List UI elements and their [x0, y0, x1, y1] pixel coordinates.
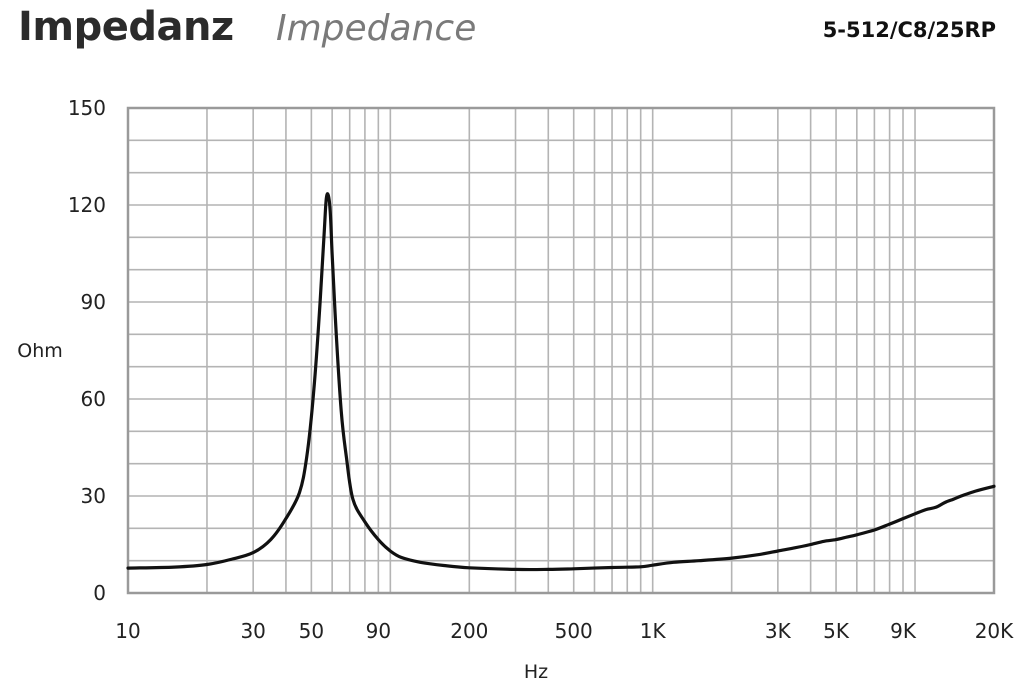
chart-subtitle: Impedance	[276, 8, 477, 49]
plot-frame	[126, 106, 996, 595]
grid-major	[128, 107, 994, 594]
x-tick-label: 3K	[765, 619, 792, 643]
x-tick-label: 30	[240, 619, 265, 643]
x-tick-label: 9K	[890, 619, 917, 643]
y-tick-label: 150	[68, 96, 106, 120]
y-tick-label: 60	[81, 387, 106, 411]
x-tick-label: 50	[299, 619, 324, 643]
model-number: 5-512/C8/25RP	[822, 18, 996, 42]
grid-minor	[127, 108, 995, 593]
y-tick-label: 90	[81, 290, 106, 314]
x-tick-label: 90	[366, 619, 391, 643]
y-tick-label: 0	[93, 581, 106, 605]
x-tick-label: 20K	[975, 619, 1014, 643]
y-axis-label: Ohm	[17, 340, 63, 362]
impedance-curve	[126, 192, 996, 572]
x-tick-label: 500	[555, 619, 593, 643]
x-tick-labels: 10 30 50 90 200 500 1K 3K 5K 9K 20K	[115, 619, 1014, 643]
chart-title: Impedanz	[18, 4, 234, 50]
x-axis-label: Hz	[524, 661, 548, 683]
y-tick-label: 30	[81, 484, 106, 508]
y-tick-label: 120	[68, 193, 106, 217]
y-tick-labels: 0 30 60 90 120 150	[68, 96, 106, 605]
x-tick-label: 5K	[823, 619, 850, 643]
x-tick-label: 1K	[640, 619, 667, 643]
x-tick-label: 10	[115, 619, 140, 643]
x-tick-label: 200	[450, 619, 488, 643]
